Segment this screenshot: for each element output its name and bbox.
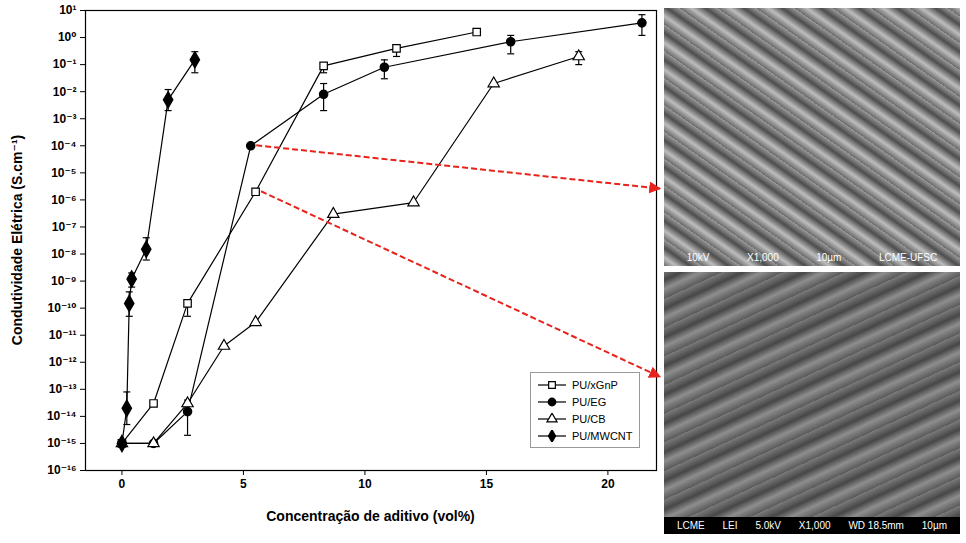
svg-text:0: 0 bbox=[119, 477, 126, 491]
html-text:PU/xGnP: PU/xGnP bbox=[572, 378, 618, 391]
html-text:PU/EG: PU/EG bbox=[572, 395, 607, 408]
svg-text:10⁻⁹: 10⁻⁹ bbox=[51, 274, 76, 288]
svg-text:10⁻¹²: 10⁻¹² bbox=[49, 355, 77, 369]
html-text:WD 18.5mm: WD 18.5mm bbox=[848, 520, 904, 531]
html-text:X1,000: X1,000 bbox=[798, 520, 831, 531]
svg-text:10⁻¹⁵: 10⁻¹⁵ bbox=[47, 436, 76, 450]
html-text:LCME-UFSC: LCME-UFSC bbox=[878, 252, 938, 263]
html-text:PU/CB: PU/CB bbox=[572, 412, 606, 425]
html-text:5.0kV: 5.0kV bbox=[755, 520, 781, 531]
svg-text:5: 5 bbox=[240, 477, 247, 491]
svg-text:10⁻²: 10⁻² bbox=[53, 85, 77, 99]
html-text:X1,000: X1,000 bbox=[747, 252, 779, 263]
html-text:10µm: 10µm bbox=[816, 252, 842, 263]
svg-text:15: 15 bbox=[480, 477, 494, 491]
svg-text:10⁻¹³: 10⁻¹³ bbox=[49, 382, 77, 396]
svg-text:10⁻¹: 10⁻¹ bbox=[53, 57, 77, 71]
svg-text:10: 10 bbox=[358, 477, 372, 491]
svg-text:10⁻⁶: 10⁻⁶ bbox=[51, 193, 76, 207]
html-text:LCME: LCME bbox=[676, 520, 705, 531]
svg-text:10⁻⁸: 10⁻⁸ bbox=[51, 247, 76, 261]
html-text:LEI: LEI bbox=[722, 520, 738, 531]
html-text:Concentração de aditivo (vol%): Concentração de aditivo (vol%) bbox=[266, 508, 475, 524]
html-text:10µm: 10µm bbox=[921, 520, 947, 531]
svg-text:10¹: 10¹ bbox=[59, 3, 76, 17]
svg-text:10⁻⁵: 10⁻⁵ bbox=[51, 166, 76, 180]
svg-text:10⁻¹⁴: 10⁻¹⁴ bbox=[47, 409, 77, 423]
svg-text:10⁻³: 10⁻³ bbox=[53, 112, 77, 126]
svg-text:20: 20 bbox=[601, 477, 615, 491]
svg-text:10⁻⁴: 10⁻⁴ bbox=[51, 139, 77, 153]
html-text:PU/MWCNT: PU/MWCNT bbox=[572, 429, 633, 442]
svg-text:10⁻¹⁰: 10⁻¹⁰ bbox=[48, 301, 77, 315]
html-text:Condutividade Elétrica (S.cm⁻¹: Condutividade Elétrica (S.cm⁻¹) bbox=[9, 134, 25, 346]
svg-text:10⁻¹¹: 10⁻¹¹ bbox=[49, 328, 77, 342]
svg-text:10⁻⁷: 10⁻⁷ bbox=[52, 220, 77, 234]
svg-text:10⁰: 10⁰ bbox=[58, 30, 77, 44]
svg-text:10⁻¹⁶: 10⁻¹⁶ bbox=[47, 463, 76, 477]
html-text:10kV: 10kV bbox=[686, 252, 710, 263]
